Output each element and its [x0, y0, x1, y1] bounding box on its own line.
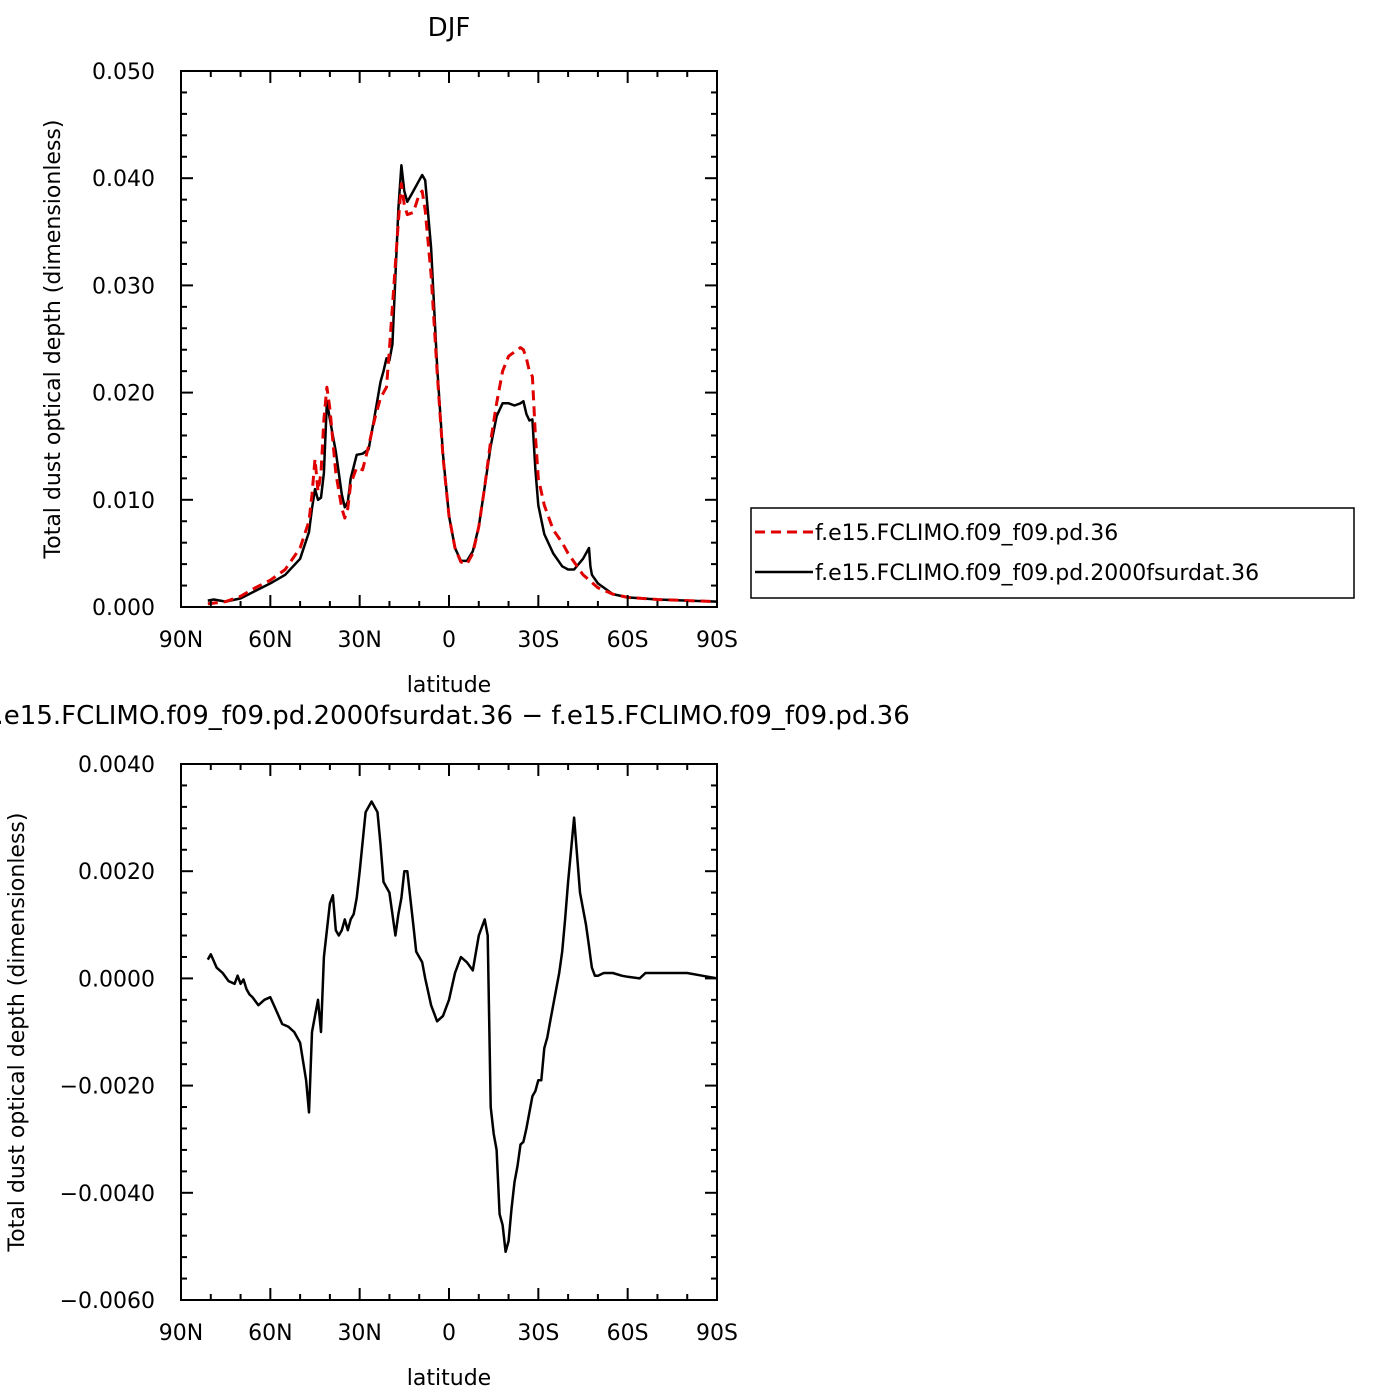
bottom-y-tick-label: 0.0020	[78, 860, 155, 885]
top-y-axis-label: Total dust optical depth (dimensionless)	[41, 120, 66, 560]
top-y-tick-label: 0.030	[92, 274, 155, 299]
bottom-x-tick-label: 60S	[607, 1321, 649, 1346]
top-x-tick-label: 0	[442, 628, 456, 653]
top-series-line-0	[207, 182, 718, 606]
bottom-series-layer	[206, 800, 718, 1254]
top-x-tick-label: 90N	[159, 628, 203, 653]
top-series-line-1	[207, 164, 718, 603]
top-title: DJF	[428, 13, 471, 43]
top-y-tick-label: 0.010	[92, 489, 155, 514]
top-y-tick-label: 0.050	[92, 60, 155, 85]
bottom-x-tick-label: 90N	[159, 1321, 203, 1346]
top-plot-frame	[180, 70, 718, 608]
bottom-y-tick-label: −0.0020	[60, 1075, 155, 1100]
legend: f.e15.FCLIMO.f09_f09.pd.36 f.e15.FCLIMO.…	[750, 507, 1355, 599]
bottom-y-tick-label: −0.0040	[60, 1182, 155, 1207]
bottom-y-axis-label: Total dust optical depth (dimensionless)	[5, 813, 30, 1253]
bottom-y-tick-label: 0.0040	[78, 753, 155, 778]
bottom-x-tick-label: 90S	[696, 1321, 738, 1346]
bottom-plot-frame	[180, 763, 718, 1301]
top-x-tick-label: 30S	[517, 628, 559, 653]
bottom-panel: f.e15.FCLIMO.f09_f09.pd.2000fsurdat.36 −…	[0, 701, 910, 1391]
bottom-y-tick-label: 0.0000	[78, 967, 155, 992]
top-y-tick-label: 0.000	[92, 596, 155, 621]
top-x-tick-label: 60S	[607, 628, 649, 653]
bottom-x-tick-label: 30S	[517, 1321, 559, 1346]
top-panel: DJF 90N 60N 30N 0 30S 60S 90S 0.000 0.010 0.020 0.…	[41, 13, 738, 698]
top-y-tick-label: 0.040	[92, 167, 155, 192]
bottom-series-line-0	[206, 800, 718, 1254]
top-x-tick-label: 30N	[337, 628, 381, 653]
top-x-tick-label: 60N	[248, 628, 292, 653]
legend-box	[750, 507, 1355, 599]
bottom-x-tick-label: 0	[442, 1321, 456, 1346]
bottom-title: f.e15.FCLIMO.f09_f09.pd.2000fsurdat.36 −…	[0, 701, 910, 731]
legend-label-0: f.e15.FCLIMO.f09_f09.pd.36	[815, 521, 1118, 546]
bottom-x-axis-label: latitude	[407, 1366, 491, 1391]
top-y-tick-label: 0.020	[92, 382, 155, 407]
bottom-x-tick-label: 60N	[248, 1321, 292, 1346]
top-x-tick-label: 90S	[696, 628, 738, 653]
legend-label-1: f.e15.FCLIMO.f09_f09.pd.2000fsurdat.36	[815, 561, 1259, 586]
bottom-x-tick-label: 30N	[337, 1321, 381, 1346]
top-x-axis-label: latitude	[407, 673, 491, 698]
bottom-y-tick-label: −0.0060	[60, 1289, 155, 1314]
top-series-layer	[207, 164, 718, 606]
